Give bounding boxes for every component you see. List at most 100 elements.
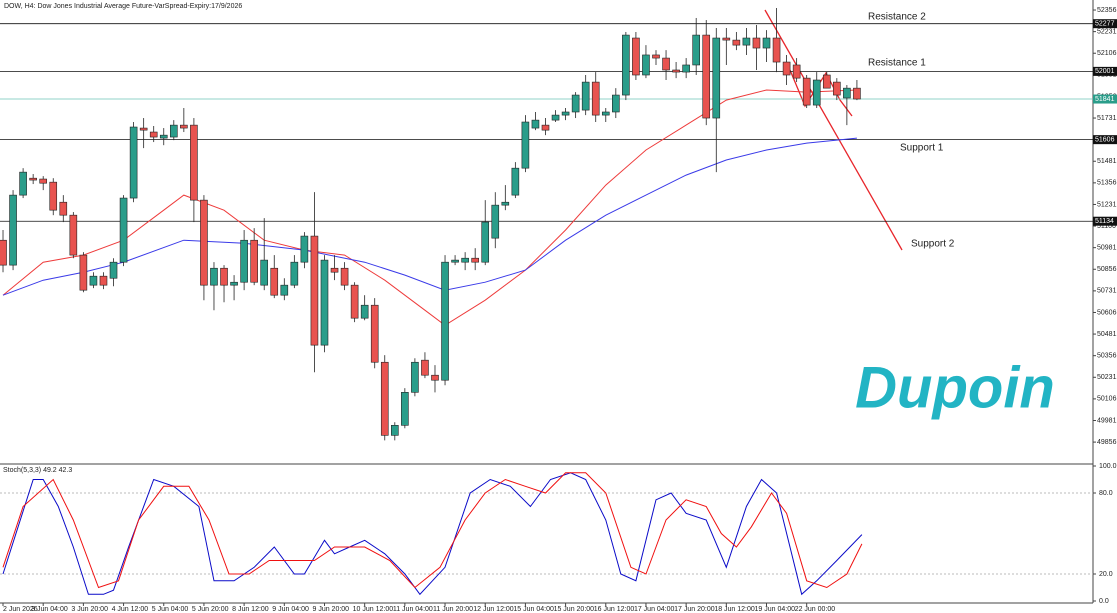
x-tick-label: 5 Jun 20:00 bbox=[192, 606, 229, 613]
candle-body bbox=[129, 126, 138, 199]
candle-body bbox=[89, 275, 98, 286]
candle-body bbox=[190, 124, 198, 201]
price-tag-label: 52277 bbox=[1095, 21, 1115, 28]
y-tick-label: 52356 bbox=[1097, 7, 1117, 14]
candle-body bbox=[230, 281, 238, 286]
candle-body bbox=[742, 37, 751, 46]
candle-body bbox=[732, 39, 741, 46]
moving-average bbox=[2, 137, 857, 296]
x-tick-label: 12 Jun 12:00 bbox=[473, 606, 514, 613]
candle-body bbox=[591, 81, 600, 116]
candle-body bbox=[260, 259, 269, 286]
candle-body bbox=[9, 194, 17, 266]
price-tag-label: 51134 bbox=[1095, 218, 1114, 225]
y-tick-label: 50606 bbox=[1097, 309, 1117, 316]
candle-body bbox=[521, 121, 530, 169]
y-tick-label: 50481 bbox=[1097, 331, 1117, 338]
price-tag bbox=[1093, 135, 1117, 145]
candle-body bbox=[139, 127, 148, 131]
chart-title: DOW, H4: Dow Jones Industrial Average Fu… bbox=[4, 3, 242, 10]
x-tick-label: 10 Jun 12:00 bbox=[353, 606, 394, 613]
y-tick-label: 51231 bbox=[1097, 201, 1117, 208]
candle-body bbox=[642, 54, 650, 76]
candle-body bbox=[240, 239, 248, 283]
y-tick-label: 51356 bbox=[1097, 180, 1117, 187]
x-tick-label: 16 Jun 12:00 bbox=[594, 606, 635, 613]
candle-body bbox=[401, 392, 409, 426]
candle-body bbox=[491, 204, 500, 239]
y-tick-label: 49856 bbox=[1097, 439, 1117, 446]
x-tick-label: 4 Jun 12:00 bbox=[112, 606, 149, 613]
candle-body bbox=[501, 201, 510, 206]
candle-body bbox=[169, 124, 178, 138]
x-tick-label: 2 Jun 2026 bbox=[3, 606, 38, 613]
y-tick-label: 50356 bbox=[1097, 353, 1117, 360]
candle-body bbox=[270, 267, 279, 296]
candle-body bbox=[0, 239, 7, 266]
candle-body bbox=[612, 94, 620, 113]
y-tick-label: 80.0 bbox=[1099, 490, 1113, 497]
candle-body bbox=[380, 361, 389, 436]
candle-body bbox=[69, 214, 78, 256]
candle-body bbox=[762, 37, 771, 49]
candle-body bbox=[79, 254, 88, 291]
candle-body bbox=[822, 74, 831, 89]
indicator-title: Stoch(5,3,3) 49.2 42.3 bbox=[3, 467, 72, 474]
candle-body bbox=[431, 374, 439, 381]
candle-body bbox=[601, 111, 610, 116]
candle-body bbox=[149, 131, 158, 138]
candle-body bbox=[571, 94, 580, 113]
candle-body bbox=[682, 64, 690, 73]
candle-body bbox=[49, 181, 58, 211]
candle-body bbox=[340, 267, 349, 286]
candle-body bbox=[752, 37, 761, 49]
candle-body bbox=[59, 201, 68, 216]
candle-body bbox=[802, 77, 811, 106]
candle-body bbox=[622, 34, 630, 96]
candle-body bbox=[853, 87, 861, 100]
price-tag bbox=[1093, 19, 1117, 29]
price-tag bbox=[1093, 216, 1117, 226]
x-tick-label: 9 Jun 20:00 bbox=[312, 606, 349, 613]
candle-body bbox=[310, 235, 319, 346]
candle-body bbox=[391, 425, 399, 436]
x-tick-label: 18 Jun 12:00 bbox=[714, 606, 755, 613]
candle-body bbox=[421, 359, 429, 376]
level-label: Support 2 bbox=[911, 239, 955, 250]
y-tick-label: 49981 bbox=[1097, 417, 1117, 424]
candle-body bbox=[441, 261, 449, 381]
candle-body bbox=[581, 81, 590, 111]
y-tick-label: 50106 bbox=[1097, 396, 1117, 403]
y-tick-label: 50231 bbox=[1097, 374, 1117, 381]
candle-body bbox=[712, 37, 721, 119]
candle-body bbox=[782, 61, 791, 76]
x-tick-label: 17 Jun 04:00 bbox=[634, 606, 675, 613]
candle-body bbox=[772, 37, 781, 63]
candle-body bbox=[280, 284, 289, 296]
y-tick-label: 50731 bbox=[1097, 288, 1117, 295]
level-label: Support 1 bbox=[900, 143, 944, 154]
y-tick-label: 50981 bbox=[1097, 245, 1117, 252]
y-tick-label: 50856 bbox=[1097, 266, 1117, 273]
candle-body bbox=[843, 87, 851, 99]
candle-body bbox=[833, 81, 841, 96]
x-tick-label: 3 Jun 20:00 bbox=[71, 606, 108, 613]
x-tick-label: 15 Jun 20:00 bbox=[554, 606, 595, 613]
watermark: Dupoin bbox=[855, 355, 1055, 420]
candle-body bbox=[662, 57, 670, 71]
candle-body bbox=[511, 167, 520, 196]
candle-body bbox=[471, 257, 479, 263]
y-tick-label: 100.0 bbox=[1099, 463, 1117, 470]
x-tick-label: 22 Jun 00:00 bbox=[795, 606, 836, 613]
candle-body bbox=[109, 261, 118, 279]
price-tag-label: 51606 bbox=[1095, 136, 1115, 143]
candle-body bbox=[330, 267, 339, 273]
y-tick-label: 52106 bbox=[1097, 50, 1117, 57]
x-tick-label: 17 Jun 20:00 bbox=[674, 606, 715, 613]
candle-body bbox=[220, 267, 228, 286]
candle-body bbox=[692, 34, 700, 66]
y-tick-label: 51481 bbox=[1097, 158, 1117, 165]
stoch-line bbox=[2, 472, 863, 596]
